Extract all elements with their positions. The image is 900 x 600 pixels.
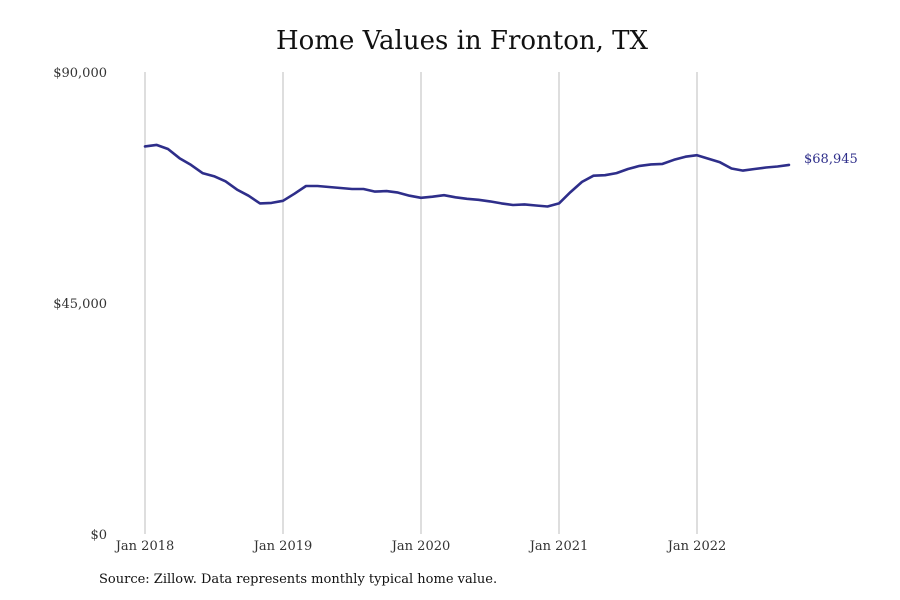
series-line (143, 143, 791, 208)
x-tick-label: Jan 2018 (114, 539, 175, 554)
y-tick-label: $45,000 (53, 297, 107, 312)
y-tick-label: $90,000 (53, 66, 107, 81)
x-tick-label: Jan 2022 (666, 539, 727, 554)
end-value-label: $68,945 (804, 152, 858, 167)
x-tick-label: Jan 2020 (390, 539, 451, 554)
x-tick-label: Jan 2019 (252, 539, 313, 554)
x-tick-label: Jan 2021 (528, 539, 589, 554)
series-home-value (143, 143, 791, 208)
y-axis: $0 $45,000 $90,000 (53, 66, 107, 543)
source-note: Source: Zillow. Data represents monthly … (99, 572, 498, 587)
x-axis: Jan 2018 Jan 2019 Jan 2020 Jan 2021 Jan 2022 (114, 539, 727, 554)
y-tick-label: $0 (90, 528, 107, 543)
chart-title: Home Values in Fronton, TX (276, 26, 648, 56)
gridlines (144, 72, 698, 534)
